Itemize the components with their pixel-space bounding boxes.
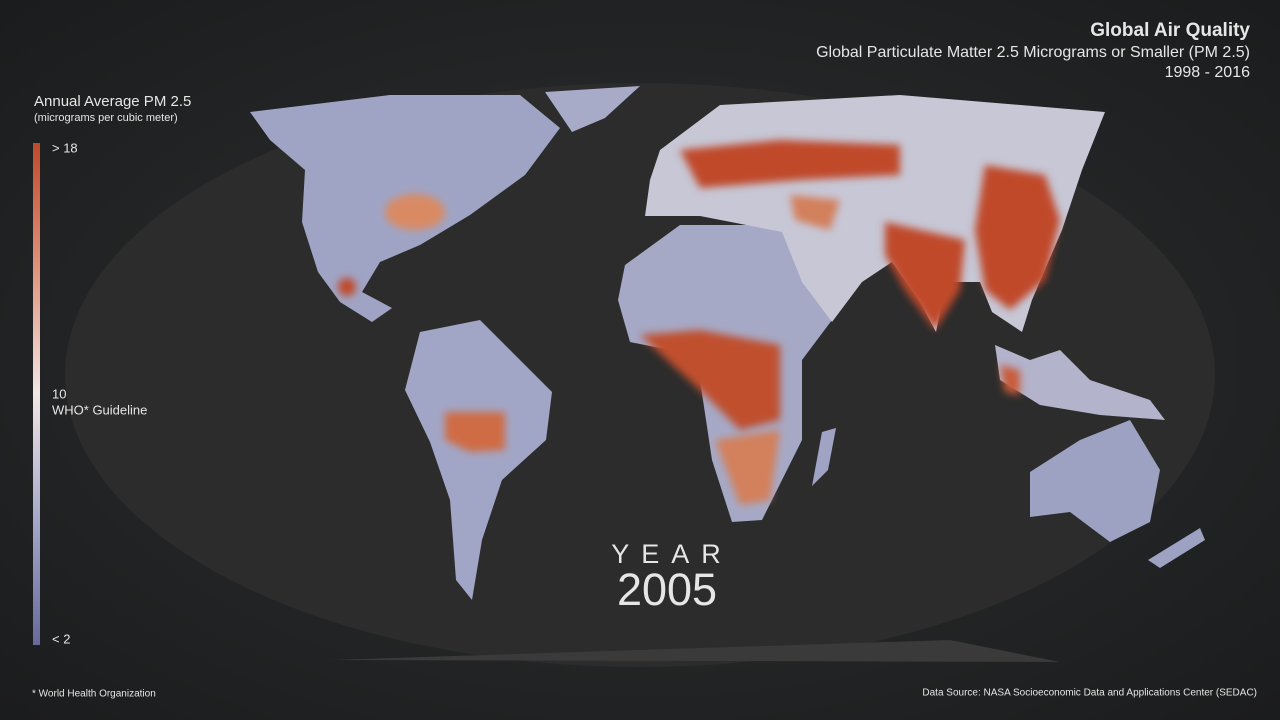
title: Global Air Quality xyxy=(1090,20,1250,41)
greenland xyxy=(545,86,640,132)
subtitle: Global Particulate Matter 2.5 Micrograms… xyxy=(816,44,1250,61)
legend-label: < 2 xyxy=(52,631,70,646)
hotspot xyxy=(790,195,840,230)
legend-label: > 18 xyxy=(52,140,78,155)
southeast-asia xyxy=(995,345,1165,420)
year-value: 2005 xyxy=(617,564,717,615)
color-scale xyxy=(33,143,40,645)
hotspot xyxy=(640,330,780,430)
hotspot xyxy=(885,222,965,330)
legend-label: 10 xyxy=(52,386,66,401)
hotspot xyxy=(445,412,505,452)
antarctica xyxy=(330,640,1060,662)
hotspot xyxy=(338,278,356,296)
south-america xyxy=(405,320,552,600)
year-label: YEAR xyxy=(611,539,733,569)
hotspot xyxy=(1000,365,1020,395)
madagascar xyxy=(812,428,836,486)
legend-label: WHO* Guideline xyxy=(52,402,147,417)
hotspot xyxy=(975,165,1060,310)
year-range: 1998 - 2016 xyxy=(1165,64,1251,81)
hotspot xyxy=(715,430,780,505)
legend-title: Annual Average PM 2.5 xyxy=(34,93,191,110)
hotspot xyxy=(680,140,900,188)
footnote: * World Health Organization xyxy=(32,689,156,700)
legend-unit: (micrograms per cubic meter) xyxy=(34,112,178,124)
new-zealand xyxy=(1148,528,1205,568)
data-source: Data Source: NASA Socioeconomic Data and… xyxy=(922,688,1257,699)
pollution-hotspots xyxy=(338,140,1060,505)
hotspot xyxy=(385,194,445,230)
australia xyxy=(1030,420,1160,542)
